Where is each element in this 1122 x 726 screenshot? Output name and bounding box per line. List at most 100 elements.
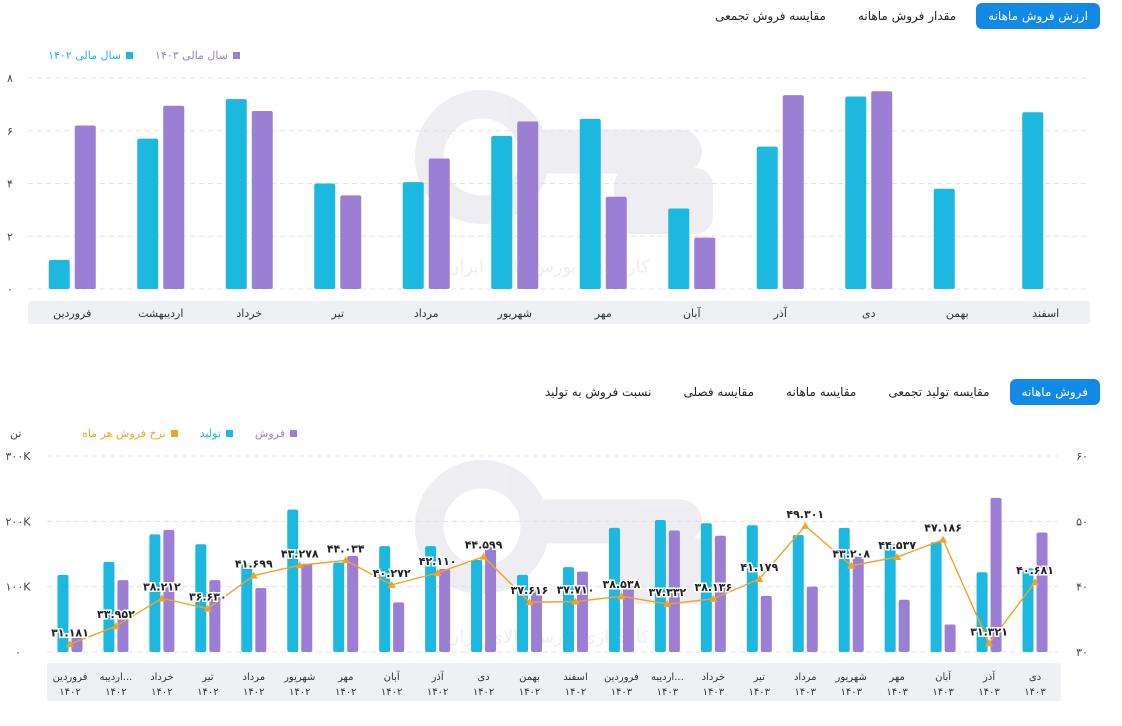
bar-sales <box>485 544 497 652</box>
x-tick-label: شهریور <box>497 307 532 320</box>
x-tick-year: ۱۴۰۲ <box>473 687 494 698</box>
bar-production <box>1022 568 1034 652</box>
y-left-tick-label: ۳۰۰K <box>6 450 32 463</box>
x-tick-month: تیر <box>753 672 766 683</box>
rate-data-label: ۳۳.۹۵۲ <box>97 608 135 621</box>
legend-label: سال مالی ۱۴۰۲ <box>48 49 122 62</box>
x-tick-label: اسفند <box>1032 307 1059 320</box>
bottom-legend-item-2[interactable]: نرخ فروش هر ماه <box>82 427 178 440</box>
x-tick-month: آبان <box>384 670 401 683</box>
y-right-tick-label: ۴۰ <box>1076 581 1088 594</box>
bar-sales <box>301 563 313 652</box>
bottom-tab-1[interactable]: مقایسه تولید تجمعی <box>888 385 990 399</box>
bottom-tab-2[interactable]: مقایسه ماهانه <box>786 385 857 399</box>
y-right-tick-label: ۵۰ <box>1076 515 1088 528</box>
bar-1403 <box>74 125 96 289</box>
bar-sales <box>714 535 726 652</box>
rate-data-label: ۴۱.۱۷۹ <box>740 561 778 574</box>
y-right-tick-label: ۶۰ <box>1076 450 1088 463</box>
bar-production <box>884 544 896 652</box>
rate-data-label: ۴۴.۰۳۴ <box>327 542 365 555</box>
x-tick-month: اردیبه... <box>651 672 684 683</box>
bar-production <box>562 567 574 652</box>
bar-production <box>471 559 483 652</box>
legend-label: سال مالی ۱۴۰۳ <box>155 49 228 62</box>
legend-swatch <box>126 52 134 59</box>
x-tick-month: مرداد <box>243 672 266 683</box>
rate-point <box>203 604 212 612</box>
x-tick-month: تیر <box>201 672 214 683</box>
bar-production <box>425 546 437 652</box>
x-tick-year: ۱۴۰۳ <box>657 687 679 698</box>
y-tick-label: ۸ <box>7 72 13 85</box>
bottom-tab-0[interactable]: فروش ماهانه <box>1009 379 1100 405</box>
rate-data-label: ۳۷.۶۱۶ <box>511 584 549 597</box>
bar-sales <box>439 569 451 652</box>
rate-point <box>341 556 350 564</box>
x-tick-label: مهر <box>594 307 612 320</box>
x-tick-label: فروردین <box>53 307 91 320</box>
bar-production <box>930 542 942 652</box>
bottom-tab-3[interactable]: مقایسه فصلی <box>683 385 755 399</box>
x-tick-label: تیر <box>331 307 344 320</box>
rate-data-label: ۴۴.۵۹۹ <box>465 539 503 552</box>
bar-sales <box>576 571 588 652</box>
x-tick-label: آبان <box>683 306 701 320</box>
x-tick-month: مهر <box>888 672 904 683</box>
rate-line <box>69 524 1036 645</box>
bar-production <box>838 527 850 652</box>
top-chart-legend: سال مالی ۱۴۰۳ سال مالی ۱۴۰۲ <box>48 49 240 62</box>
legend-swatch <box>170 430 178 437</box>
x-tick-year: ۱۴۰۳ <box>886 687 908 698</box>
bottom-legend-item-1[interactable]: تولید <box>200 427 233 440</box>
bar-sales <box>71 633 83 652</box>
bar-1402 <box>845 96 867 290</box>
top-tab-bar: ارزش فروش ماهانه مقدار فروش ماهانه مقایسه … <box>703 3 1100 29</box>
x-tick-year: ۱۴۰۲ <box>427 687 448 698</box>
bottom-legend-item-0[interactable]: فروش <box>255 427 297 440</box>
x-tick-month: آذر <box>431 670 445 683</box>
x-tick-label: خرداد <box>236 307 262 320</box>
x-tick-year: ۱۴۰۳ <box>932 687 954 698</box>
bar-1403 <box>605 196 627 289</box>
bar-1402 <box>933 188 955 289</box>
top-tab-2[interactable]: مقایسه فروش تجمعی <box>715 9 826 23</box>
bar-1403 <box>782 95 804 289</box>
rate-point <box>479 552 488 560</box>
rate-point <box>939 535 948 543</box>
rate-data-label: ۴۹.۳۰۱ <box>786 508 824 521</box>
top-legend-item-1[interactable]: سال مالی ۱۴۰۲ <box>48 49 134 62</box>
bar-sales <box>760 595 772 652</box>
rate-point <box>525 598 534 606</box>
x-tick-month: آذر <box>982 670 996 683</box>
top-legend-item-0[interactable]: سال مالی ۱۴۰۳ <box>155 49 240 62</box>
y-axis-unit-label: تن <box>10 427 21 440</box>
bar-production <box>333 562 345 652</box>
bar-production <box>149 534 161 652</box>
x-tick-month: فروردین <box>53 672 88 683</box>
bar-1403 <box>694 237 716 289</box>
y-left-tick-label: ۰ <box>15 646 21 659</box>
x-axis-band <box>28 301 1090 324</box>
top-tab-0[interactable]: ارزش فروش ماهانه <box>976 3 1100 29</box>
x-tick-month: خرداد <box>702 672 725 683</box>
x-tick-year: ۱۴۰۲ <box>151 687 172 698</box>
bar-1402 <box>137 138 159 289</box>
x-tick-month: شهریور <box>835 672 867 683</box>
x-tick-year: ۱۴۰۳ <box>840 687 862 698</box>
bar-sales <box>347 555 359 652</box>
x-tick-month: اسفند <box>563 672 587 683</box>
bottom-tab-4[interactable]: نسبت فروش به تولید <box>544 385 652 399</box>
bar-1402 <box>579 118 601 289</box>
rate-point <box>1031 578 1040 586</box>
rate-data-label: ۴۷.۱۸۶ <box>924 522 962 535</box>
bar-1402 <box>668 208 690 289</box>
rate-point <box>617 592 626 600</box>
x-tick-year: ۱۴۰۲ <box>565 687 586 698</box>
top-tab-1[interactable]: مقدار فروش ماهانه <box>857 9 957 23</box>
legend-label: فروش <box>254 427 285 440</box>
bar-production <box>746 525 758 652</box>
bar-sales <box>255 587 267 652</box>
y-left-tick-label: ۱۰۰K <box>6 581 32 594</box>
